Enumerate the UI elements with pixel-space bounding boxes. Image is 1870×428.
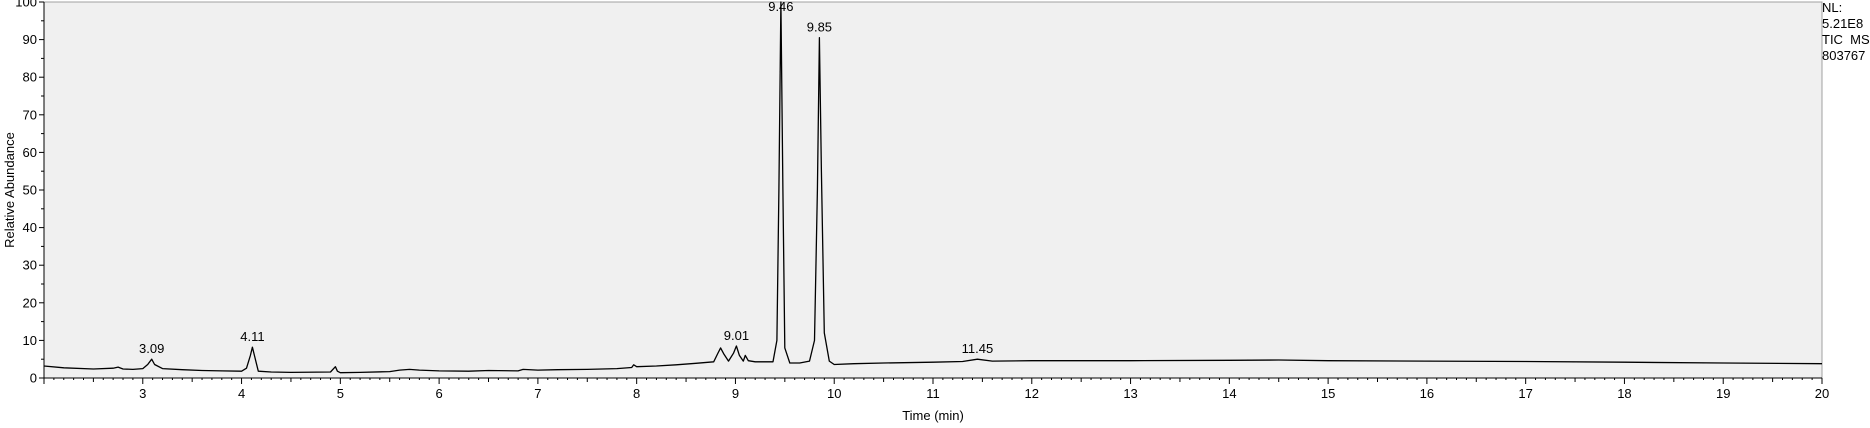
x-tick-label: 9	[732, 386, 739, 401]
nl-value: 5.21E8	[1822, 16, 1864, 31]
y-tick-label: 30	[23, 258, 37, 273]
y-tick-label: 50	[23, 183, 37, 198]
y-tick-label: 60	[23, 145, 37, 160]
x-tick-label: 7	[534, 386, 541, 401]
peak-label: 3.09	[139, 341, 164, 356]
x-tick-label: 16	[1420, 386, 1434, 401]
y-ticks: 0 10 20 30 40 50 60 70 80 90 100	[15, 0, 44, 386]
x-tick-label: 15	[1321, 386, 1335, 401]
x-ticks: 3 4 5 6 7 8 9 10 11 12 13 14 15 16 17 18 19 20	[43, 378, 1829, 401]
peak-label: 9.46	[768, 0, 793, 14]
x-tick-label: 10	[827, 386, 841, 401]
x-tick-label: 4	[238, 386, 245, 401]
x-axis-label: Time (min)	[902, 408, 964, 423]
y-tick-label: 100	[15, 0, 37, 10]
y-tick-label: 40	[23, 220, 37, 235]
x-tick-label: 12	[1025, 386, 1039, 401]
x-tick-label: 18	[1617, 386, 1631, 401]
x-tick-label: 17	[1518, 386, 1532, 401]
peak-label: 11.45	[962, 341, 994, 356]
trace-label: TIC MS	[1822, 32, 1870, 47]
y-tick-label: 0	[30, 371, 37, 386]
plot-area	[43, 1, 1823, 379]
x-tick-label: 8	[633, 386, 640, 401]
x-tick-label: 14	[1222, 386, 1236, 401]
peak-label: 9.01	[724, 328, 749, 343]
chromatogram-trace	[43, 1, 1823, 374]
peak-label: 4.11	[240, 329, 264, 344]
x-tick-label: 5	[337, 386, 344, 401]
file-id: 803767	[1822, 48, 1866, 63]
y-tick-label: 90	[23, 32, 37, 47]
normalization-panel: NL: 5.21E8 TIC MS 803767	[1822, 0, 1870, 64]
x-tick-label: 3	[139, 386, 146, 401]
y-tick-label: 20	[23, 295, 37, 310]
x-tick-label: 11	[926, 386, 940, 401]
peak-label: 9.85	[807, 20, 832, 35]
x-tick-label: 19	[1716, 386, 1730, 401]
y-tick-label: 10	[23, 333, 37, 348]
x-tick-label: 13	[1123, 386, 1137, 401]
peak-labels: 3.09 4.11 9.01 9.46 9.85 11.45	[139, 0, 993, 356]
nl-label: NL:	[1822, 0, 1843, 15]
y-axis-label: Relative Abundance	[2, 132, 17, 248]
x-tick-label: 6	[435, 386, 442, 401]
y-tick-label: 80	[23, 70, 37, 85]
x-tick-label: 20	[1815, 386, 1829, 401]
series-layer	[43, 1, 1823, 374]
y-tick-label: 70	[23, 107, 37, 122]
